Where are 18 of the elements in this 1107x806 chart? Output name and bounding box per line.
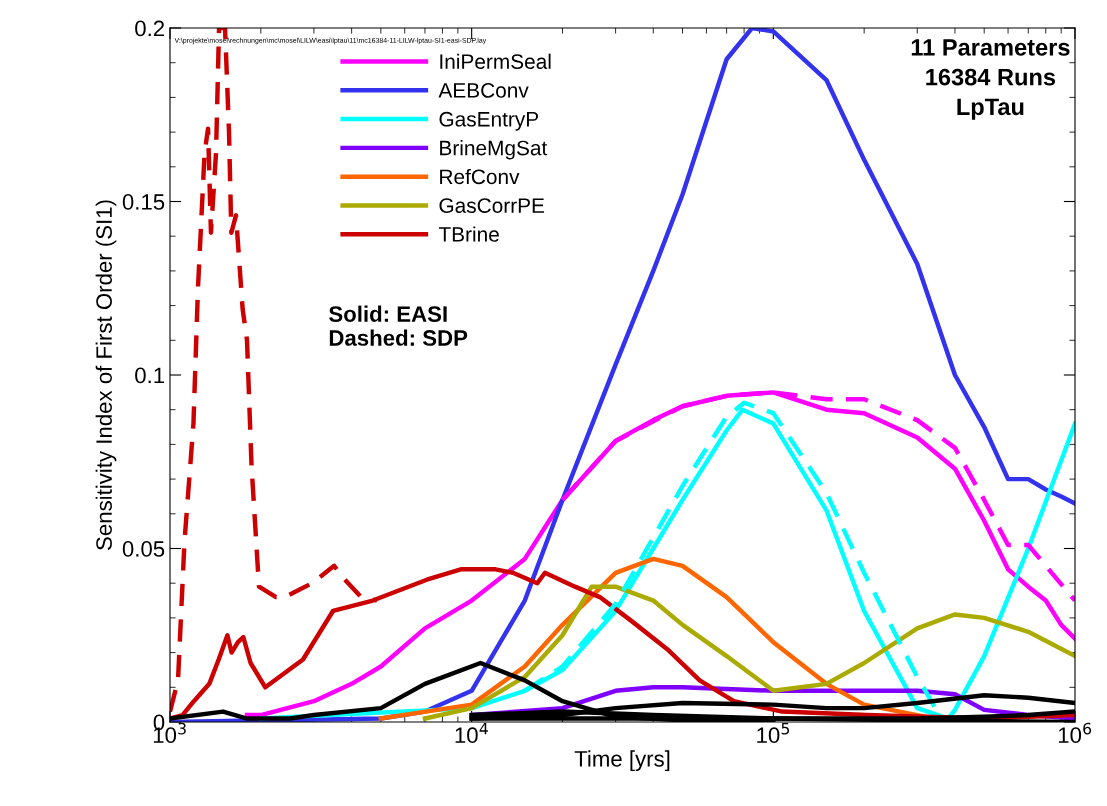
annotation: 11 Parameters 16384 Runs LpTau	[911, 39, 1070, 120]
y-axis-title: Sensitivity Index of First Order (SI1)	[95, 200, 117, 550]
y-tick-label: 0.15	[122, 194, 165, 210]
legend-label: IniPermSeal	[440, 53, 551, 69]
x-axis-title: Time [yrs]	[574, 750, 670, 772]
legend-label: GasEntryP	[439, 111, 539, 131]
legend-label: RefConv	[440, 168, 520, 185]
x-tick-label: 10$^{4}$	[455, 722, 488, 744]
legend-label: AEBConv	[438, 83, 529, 98]
legend-label: TBrine	[438, 226, 499, 242]
legend-label: GasCorrPE	[439, 198, 545, 213]
x-tick-label: 10$^{6}$	[1058, 722, 1092, 744]
y-tick-label: 0.2	[135, 20, 165, 37]
y-tick-label: 0.05	[122, 541, 165, 557]
legend-label: BrineMgSat	[440, 140, 548, 160]
x-tick-label: 10$^{5}$	[757, 722, 790, 744]
annotation: Solid: EASI Dashed: SDP	[329, 305, 468, 346]
y-tick-label: 0.1	[135, 367, 165, 384]
